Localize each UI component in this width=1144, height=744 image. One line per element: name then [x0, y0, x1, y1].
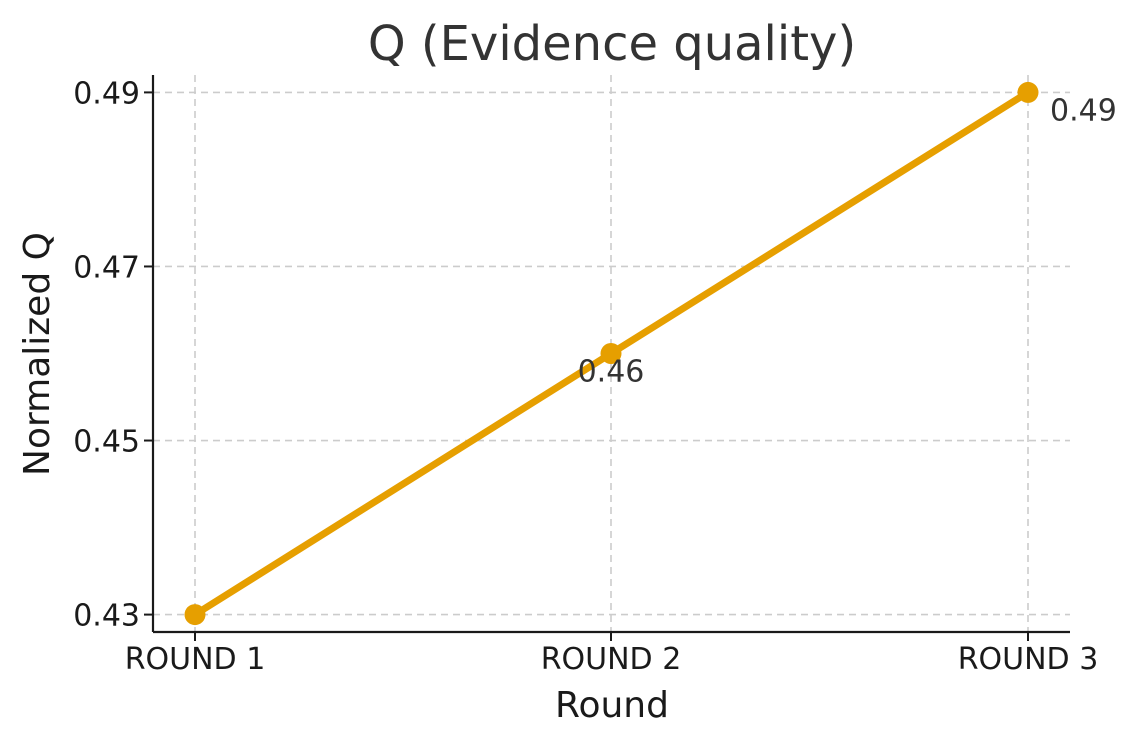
x-tick-label: ROUND 1: [125, 642, 266, 677]
data-point: [1017, 81, 1039, 103]
tick-marks: [144, 91, 1029, 641]
y-tick-label: 0.43: [73, 599, 140, 634]
x-axis-label: Round: [555, 685, 669, 726]
x-tick-label: ROUND 2: [541, 642, 682, 677]
tick-labels: 0.43 0.45 0.47 0.49 ROUND 1 ROUND 2 ROUND 3: [73, 76, 1098, 677]
x-tick-label: ROUND 3: [958, 642, 1099, 677]
y-axis-label: Normalized Q: [17, 232, 58, 476]
y-tick-label: 0.45: [73, 425, 140, 460]
data-label: 0.49: [1050, 93, 1117, 128]
data-labels: 0.46 0.49: [578, 93, 1117, 389]
series: [184, 81, 1039, 626]
y-tick-label: 0.49: [73, 76, 140, 111]
y-tick-label: 0.47: [73, 250, 140, 285]
data-point: [184, 604, 206, 626]
data-point: [600, 343, 622, 364]
chart-title: Q (Evidence quality): [368, 16, 856, 72]
data-label: 0.46: [578, 355, 645, 390]
